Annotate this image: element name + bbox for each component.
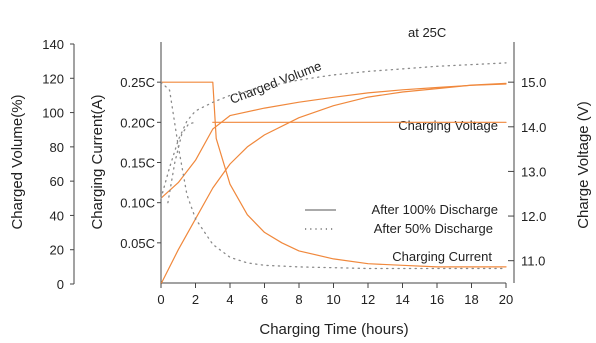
current-tick-label: 0.20C xyxy=(120,115,155,130)
x-tick-label: 14 xyxy=(395,292,409,307)
temperature-note: at 25C xyxy=(408,25,446,40)
current-tick-label: 0.05C xyxy=(120,236,155,251)
x-tick-label: 10 xyxy=(326,292,340,307)
x-tick-label: 20 xyxy=(499,292,513,307)
volume-tick-label: 20 xyxy=(50,243,64,258)
volume-tick-label: 140 xyxy=(42,37,64,52)
x-tick-label: 2 xyxy=(192,292,199,307)
volume-tick-label: 120 xyxy=(42,71,64,86)
y-axis-title-charged-volume: Charged Volume(%) xyxy=(9,94,26,229)
x-tick-label: 18 xyxy=(464,292,478,307)
x-tick-label: 4 xyxy=(226,292,233,307)
legend-label-100: After 100% Discharge xyxy=(372,202,498,217)
current-tick-label: 0.10C xyxy=(120,196,155,211)
x-axis-title: Charging Time (hours) xyxy=(259,321,408,338)
x-tick-label: 12 xyxy=(361,292,375,307)
legend-label-50: After 50% Discharge xyxy=(374,221,493,236)
label-charging-voltage: Charging Voltage xyxy=(398,118,498,133)
y-axis-title-charging-current: Charging Current(A) xyxy=(89,94,106,229)
voltage-tick-label: 15.0 xyxy=(521,75,546,90)
volume-tick-label: 100 xyxy=(42,106,64,121)
voltage-tick-label: 11.0 xyxy=(521,254,545,269)
volume-tick-label: 0 xyxy=(57,277,64,292)
series-line-charging-voltage-50 xyxy=(167,121,197,204)
y-axis-title-charge-voltage: Charge Voltage (V) xyxy=(575,101,592,229)
current-tick-label: 0.15C xyxy=(120,156,155,171)
x-tick-label: 6 xyxy=(261,292,268,307)
volume-tick-label: 80 xyxy=(50,140,64,155)
series-line-charging-voltage-100 xyxy=(160,83,507,199)
x-tick-label: 0 xyxy=(157,292,164,307)
legend: After 100% Discharge After 50% Discharge xyxy=(305,202,498,236)
volume-tick-label: 60 xyxy=(50,174,64,189)
series-line-charging-current-50 xyxy=(160,81,507,270)
voltage-tick-label: 14.0 xyxy=(521,120,546,135)
current-tick-label: 0.25C xyxy=(120,75,155,90)
series-line-charging-current-100 xyxy=(160,81,507,268)
voltage-tick-label: 12.0 xyxy=(521,209,546,224)
voltage-tick-label: 13.0 xyxy=(521,164,546,179)
series-line-charged-volume-100 xyxy=(160,82,507,285)
label-charged-volume: Charged Volume xyxy=(228,58,324,107)
volume-tick-label: 40 xyxy=(50,208,64,223)
series-line-charged-volume-50 xyxy=(160,62,507,199)
x-tick-label: 8 xyxy=(295,292,302,307)
label-charging-current: Charging Current xyxy=(392,249,492,264)
x-tick-label: 16 xyxy=(430,292,444,307)
